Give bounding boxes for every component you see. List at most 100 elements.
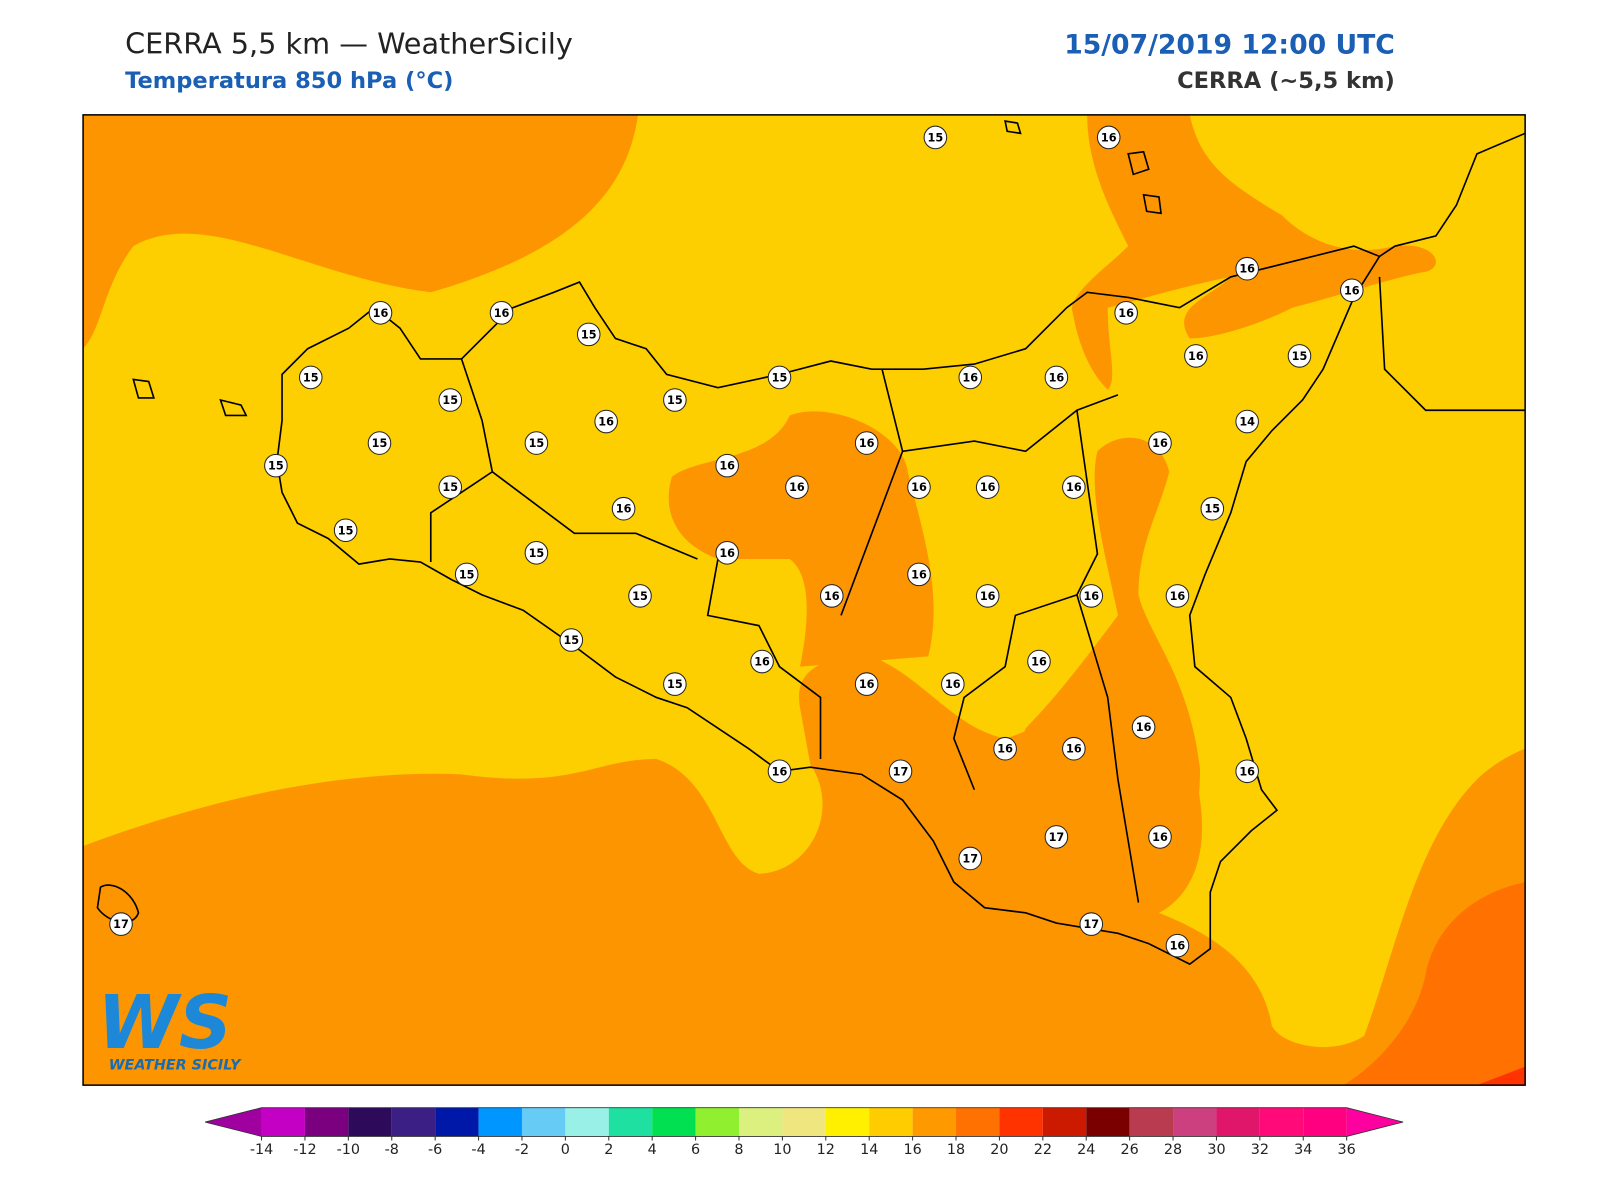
station-value: 16: [1152, 831, 1168, 844]
station: 14: [1235, 409, 1259, 434]
colorbar-bin: [1086, 1107, 1130, 1137]
colorbar-bin: [478, 1107, 522, 1137]
station-marker: [1131, 715, 1156, 739]
colorbar-bin: [782, 1107, 826, 1137]
station-marker: [489, 301, 514, 325]
station: 16: [1096, 125, 1121, 150]
colorbar-tick-label: -12: [293, 1142, 316, 1158]
station: 16: [1131, 715, 1156, 739]
station-marker: [663, 388, 687, 412]
station-marker: [1148, 825, 1172, 849]
station: 16: [1235, 759, 1259, 784]
station: 16: [594, 409, 618, 434]
station: 16: [1148, 431, 1172, 455]
colorbar-tick-label: -10: [337, 1142, 360, 1158]
station-marker: [854, 431, 879, 455]
station: 16: [715, 453, 739, 478]
station-marker: [1339, 278, 1364, 303]
field-18-20: [1343, 882, 1526, 1086]
station: 16: [1165, 584, 1190, 608]
station-value: 15: [442, 394, 458, 407]
field-16-18: [83, 114, 1526, 1086]
colorbar-bin: [1042, 1107, 1087, 1137]
station: 15: [663, 388, 687, 412]
station-marker: [1165, 584, 1190, 608]
station-value: 16: [1118, 307, 1134, 320]
station-marker: [993, 736, 1017, 761]
colorbar-bin: [1259, 1107, 1304, 1137]
station-value: 14: [1239, 416, 1255, 429]
colorbar-bin: [738, 1107, 783, 1137]
station-marker: [941, 672, 965, 696]
colorbar-bin: [825, 1107, 870, 1137]
station: 16: [1027, 649, 1051, 674]
station-value: 16: [1188, 350, 1204, 363]
station-marker: [1200, 496, 1225, 521]
station-value: 16: [1136, 721, 1152, 734]
station-value: 16: [911, 481, 927, 494]
station: 17: [109, 912, 133, 936]
station: 16: [975, 584, 1000, 608]
station-marker: [767, 759, 792, 784]
station: 16: [611, 496, 636, 521]
station: 16: [767, 759, 792, 784]
colorbar-tick-label: -6: [428, 1142, 442, 1158]
station-marker: [1235, 256, 1259, 281]
station-value: 15: [529, 437, 545, 450]
station-marker: [1062, 475, 1086, 499]
colorbar-tick-label: 30: [1207, 1142, 1225, 1158]
colorbar-tick-label: 12: [817, 1142, 835, 1158]
station-marker: [1096, 125, 1121, 150]
station: 15: [576, 322, 601, 347]
station-value: 15: [632, 590, 648, 603]
station: 15: [298, 365, 323, 390]
station-marker: [367, 431, 392, 455]
map-frame: [82, 114, 1526, 1086]
station-marker: [1235, 759, 1259, 784]
station-marker: [1079, 584, 1104, 608]
station-value: 15: [268, 460, 284, 473]
colorbar-bin: [999, 1107, 1043, 1137]
station-value: 17: [893, 765, 909, 778]
station-value: 15: [372, 437, 388, 450]
station: 15: [367, 431, 392, 455]
colorbar-tick-label: 6: [691, 1142, 700, 1158]
colorbar-bin: [348, 1107, 392, 1137]
station-value: 16: [980, 590, 996, 603]
station-value: 16: [1101, 131, 1117, 144]
station-marker: [975, 584, 1000, 608]
colorbar-bin: [912, 1107, 957, 1137]
station: 15: [559, 628, 584, 652]
colorbar-tick-label: 18: [947, 1142, 965, 1158]
station-marker: [663, 672, 687, 696]
station-value: 16: [824, 590, 840, 603]
colorbar-bin: [521, 1107, 566, 1137]
colorbar-bin: [608, 1107, 653, 1137]
station-marker: [264, 453, 288, 478]
station: 16: [975, 475, 1000, 499]
station-value: 16: [789, 481, 805, 494]
station-value: 15: [529, 547, 545, 560]
station-marker: [819, 584, 844, 608]
station: 15: [628, 584, 652, 608]
station: 17: [958, 846, 983, 871]
station: 16: [489, 301, 514, 325]
station-marker: [907, 562, 931, 587]
station: 17: [1079, 912, 1104, 936]
station: 16: [1062, 736, 1086, 761]
station: 16: [993, 736, 1017, 761]
station-marker: [524, 431, 549, 455]
stations: 15 16 16 16 15 15 15 15 15 16 16 16 16 16 16 15 14 16 15 15…: [109, 125, 1364, 958]
colorbar-tick-label: -2: [515, 1142, 529, 1158]
station-value: 16: [997, 743, 1013, 756]
station-value: 17: [1083, 918, 1099, 931]
station: 15: [923, 125, 948, 150]
station-marker: [438, 388, 463, 412]
station-value: 16: [1066, 743, 1082, 756]
date: 15/07/2019 12:00 UTC: [1064, 29, 1395, 60]
station-value: 16: [1031, 656, 1047, 669]
station-marker: [1165, 933, 1190, 958]
station: 16: [854, 672, 879, 696]
colorbar-tick-label: 16: [903, 1142, 921, 1158]
